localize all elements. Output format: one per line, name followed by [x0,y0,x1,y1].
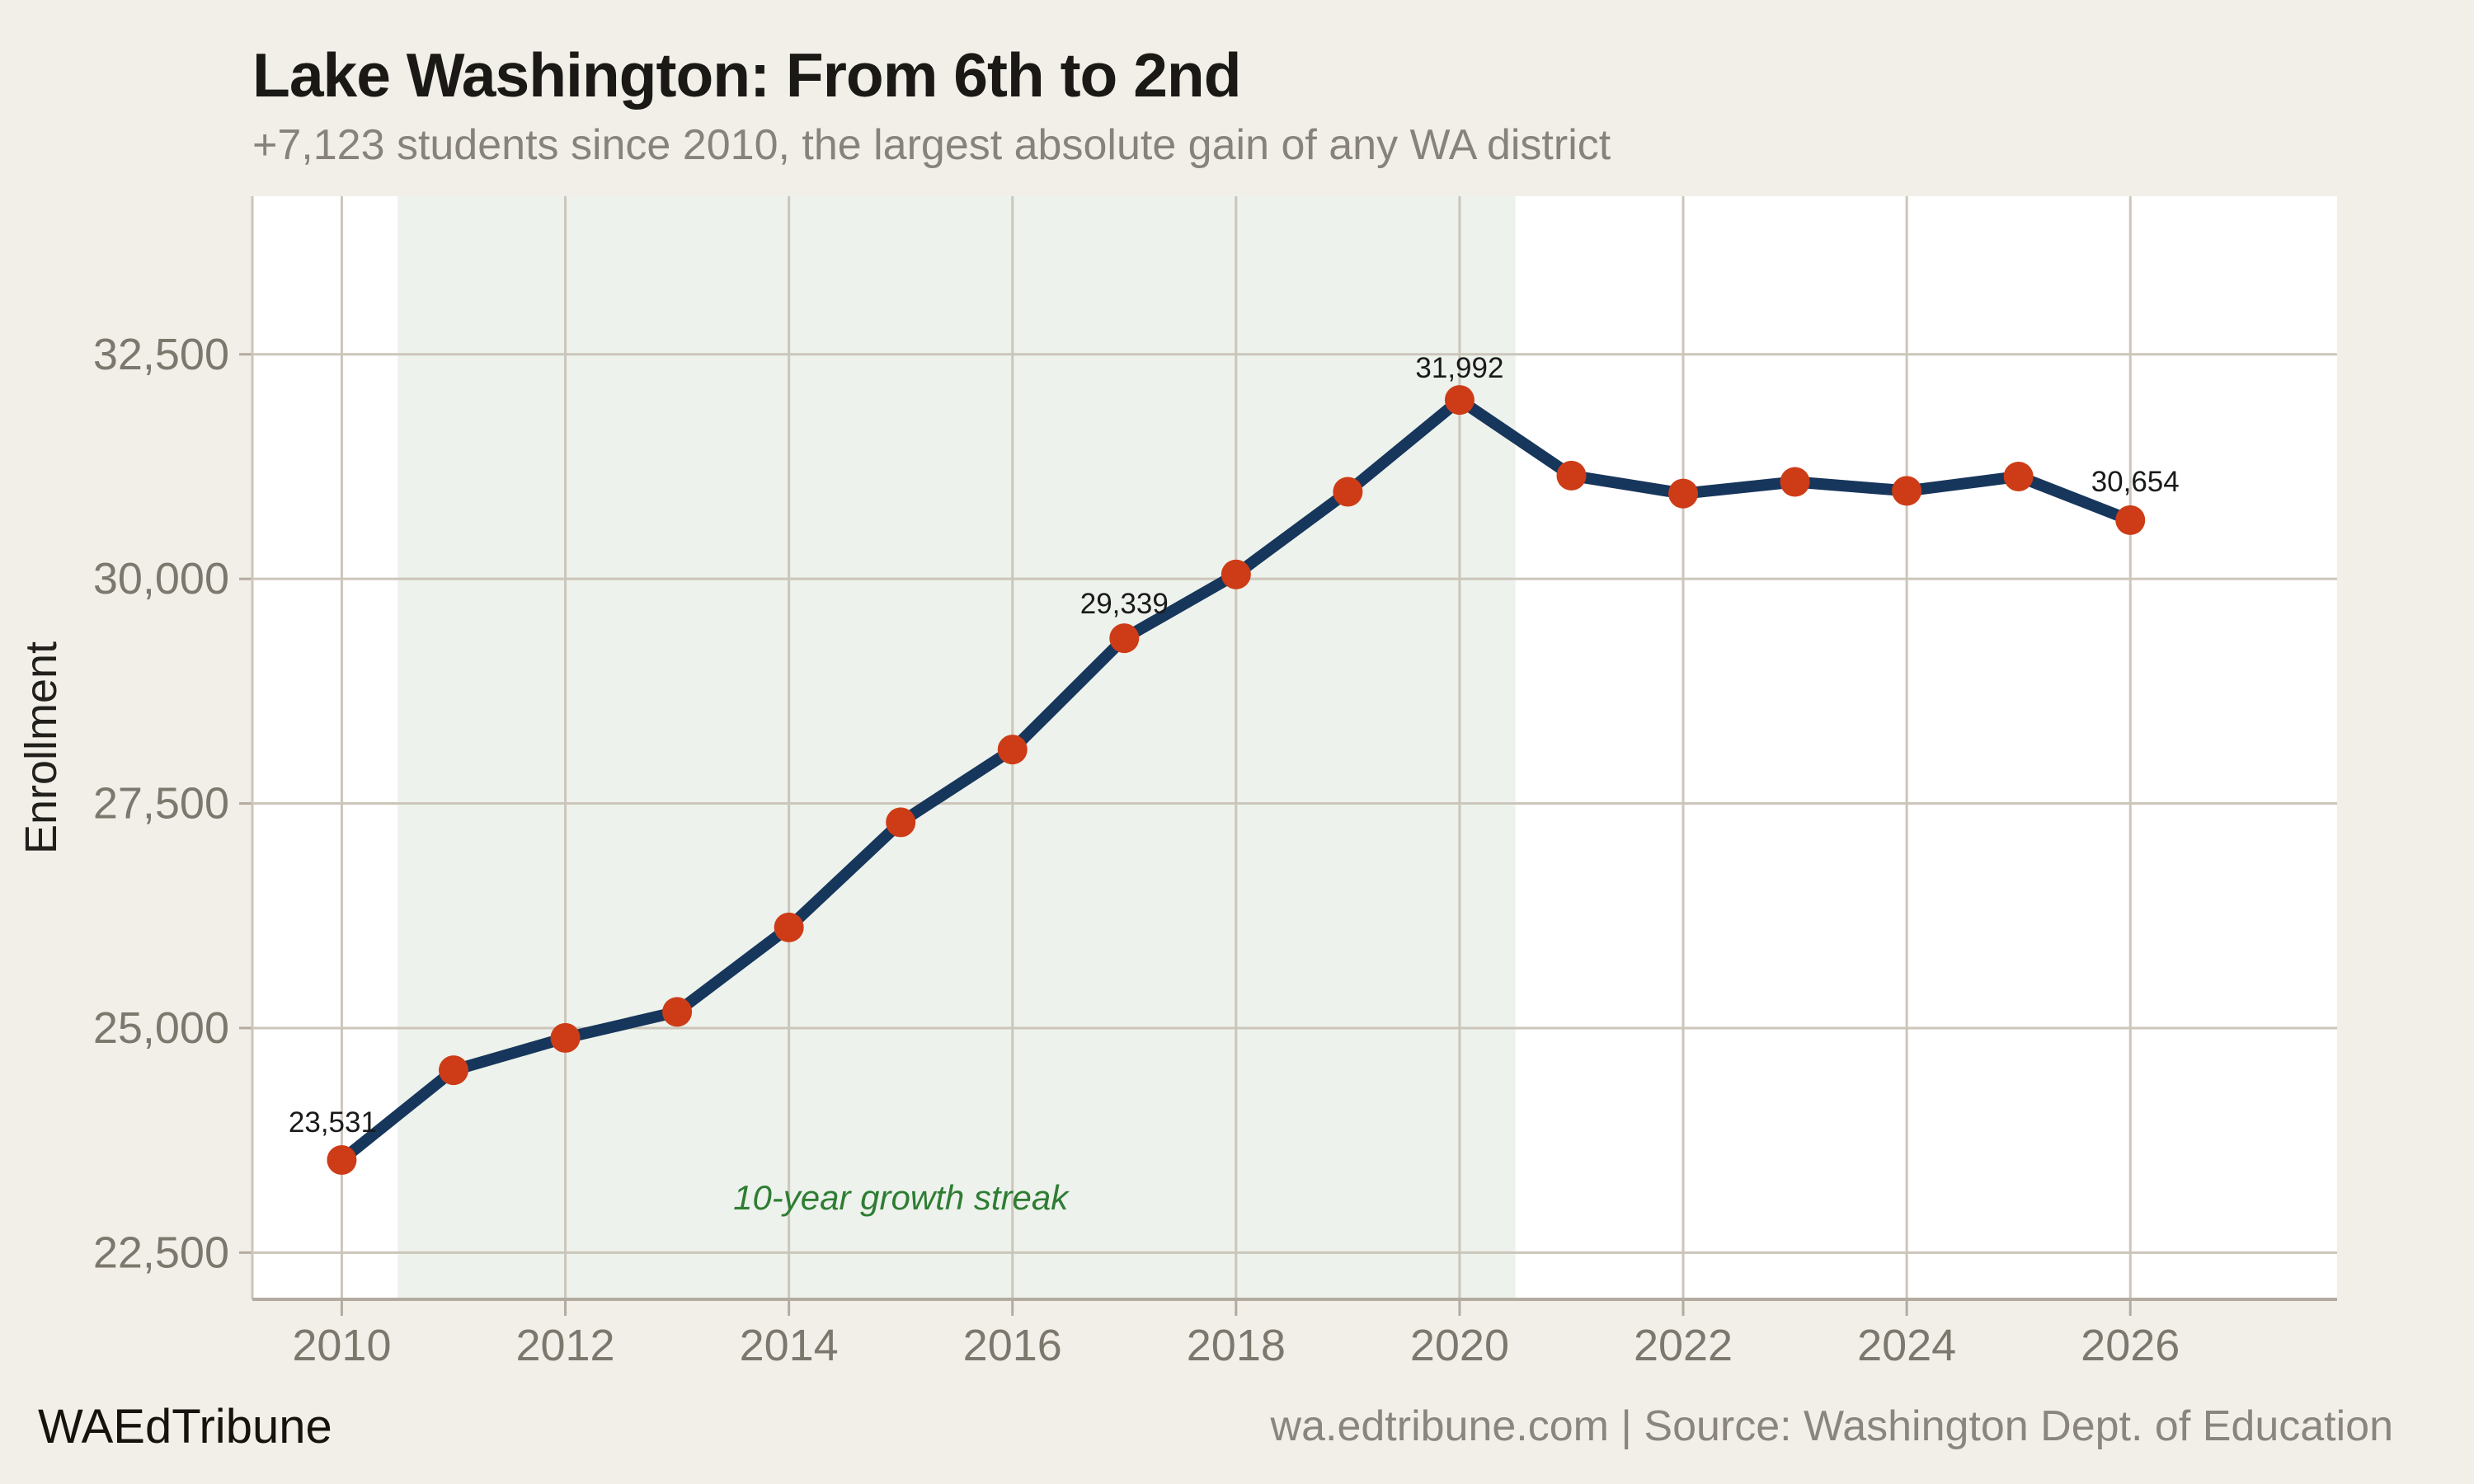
x-tick-label: 2016 [963,1321,1062,1370]
band-annotation: 10-year growth streak [733,1178,1070,1217]
x-tick-label: 2012 [515,1321,614,1370]
brand-logo-text: WAEdTribune [38,1400,332,1453]
data-point-2023 [1780,467,1810,497]
data-point-2012 [550,1022,581,1053]
y-tick-label: 27,500 [93,779,229,829]
data-point-2026 [2115,505,2146,535]
y-tick-label: 25,000 [93,1003,229,1053]
y-tick-label: 30,000 [93,554,229,603]
data-point-2016 [997,735,1028,765]
x-tick-label: 2024 [1857,1321,1956,1370]
data-point-label-2020: 31,992 [1415,352,1503,384]
data-point-2021 [1556,460,1587,491]
growth-streak-band [397,196,1516,1299]
data-point-2010 [327,1145,357,1176]
x-tick-label: 2022 [1634,1321,1733,1370]
x-tick-label: 2014 [740,1321,839,1370]
source-attribution: wa.edtribune.com | Source: Washington De… [1270,1402,2393,1450]
page-subtitle: +7,123 students since 2010, the largest … [252,121,1611,169]
data-point-2020 [1444,385,1475,416]
x-tick-label: 2020 [1410,1321,1509,1370]
data-point-2022 [1668,478,1699,509]
x-tick-label: 2026 [2081,1321,2180,1370]
data-point-label-2026: 30,654 [2091,466,2180,498]
y-axis-title: Enrollment [16,641,66,854]
data-point-2024 [1892,476,1922,506]
page-title: Lake Washington: From 6th to 2nd [252,40,1242,110]
x-tick-label: 2018 [1187,1321,1286,1370]
y-tick-label: 22,500 [93,1228,229,1277]
data-point-2025 [2003,461,2034,491]
data-point-2013 [662,997,693,1027]
data-point-2011 [438,1055,468,1086]
data-point-2015 [886,807,916,838]
x-tick-label: 2010 [292,1321,391,1370]
data-point-2014 [774,912,804,942]
data-point-2018 [1221,559,1251,589]
data-point-2019 [1333,477,1363,507]
data-point-label-2010: 23,531 [289,1106,377,1139]
y-tick-label: 32,500 [93,330,229,379]
data-point-label-2017: 29,339 [1080,588,1169,620]
data-point-2017 [1109,623,1140,654]
